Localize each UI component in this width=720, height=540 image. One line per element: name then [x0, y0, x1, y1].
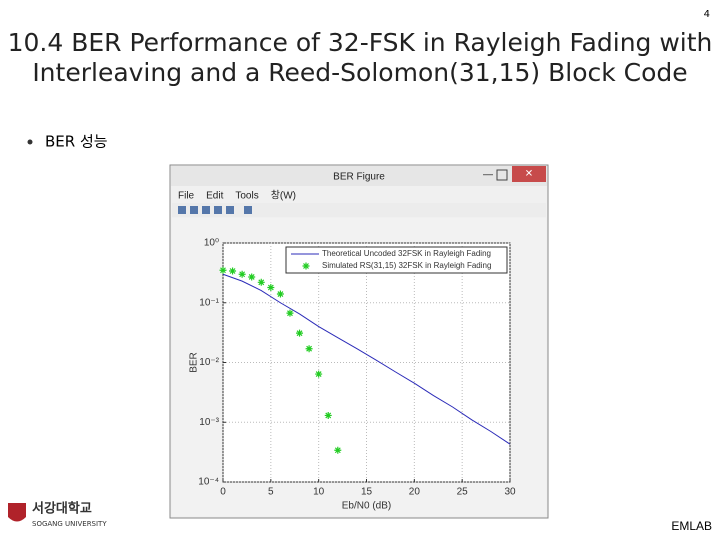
x-tick-label: 25	[457, 487, 469, 498]
y-tick-label: 10⁻²	[199, 357, 219, 368]
window-title: BER Figure	[333, 172, 385, 183]
plot: 0 5 10 15 20 25 30 10⁻⁴ 10⁻³ 10⁻² 10⁻¹ 10⁰ Eb/N0 (dB…	[189, 238, 516, 512]
footer: EMLAB	[671, 519, 712, 533]
marker	[296, 329, 304, 337]
minimize-button[interactable]: —	[483, 170, 493, 181]
legend-marker	[302, 262, 310, 270]
y-tick-label: 10⁻³	[199, 417, 219, 428]
menu-item[interactable]: File	[178, 191, 195, 202]
y-tick-label: 10⁰	[204, 238, 219, 249]
legend-box	[285, 246, 508, 274]
bullet-dot	[27, 139, 33, 145]
marker	[229, 267, 237, 275]
y-tick-label: 10⁻¹	[199, 297, 219, 308]
marker	[267, 283, 275, 291]
marker	[238, 270, 246, 278]
x-tick-label: 0	[220, 487, 226, 498]
menu-item[interactable]: Tools	[235, 191, 258, 202]
window-titlebar	[171, 166, 547, 186]
slide-title: Interleaving and a Reed-Solomon(31,15) B…	[32, 58, 687, 87]
logo-shield	[8, 503, 26, 522]
menu-bar: File Edit Tools 창(W)	[178, 190, 296, 202]
logo-sub: SOGANG UNIVERSITY	[32, 520, 107, 528]
close-icon: ✕	[525, 169, 533, 180]
logo-name: 서강대학교	[32, 501, 92, 517]
page-number: 4	[704, 9, 710, 20]
marker	[324, 411, 332, 419]
marker	[276, 290, 284, 298]
marker	[248, 273, 256, 281]
x-tick-label: 10	[313, 487, 325, 498]
menu-item[interactable]: 창(W)	[271, 190, 296, 202]
legend-label: Simulated RS(31,15) 32FSK in Rayleigh Fa…	[322, 261, 491, 270]
legend-label: Theoretical Uncoded 32FSK in Rayleigh Fa…	[322, 249, 491, 258]
close-button[interactable]	[512, 166, 546, 182]
toolbar-icons	[178, 206, 252, 214]
maximize-button[interactable]	[496, 169, 508, 181]
x-tick-label: 20	[409, 487, 421, 498]
slide-title: 10.4 BER Performance of 32-FSK in Raylei…	[8, 28, 713, 57]
marker	[334, 446, 342, 454]
marker	[219, 266, 227, 274]
x-tick-label: 5	[268, 487, 274, 498]
toolbar	[172, 203, 546, 217]
y-tick-label: 10⁻⁴	[198, 477, 219, 488]
bullet-text: BER 성능	[45, 133, 108, 151]
marker	[257, 278, 265, 286]
x-tick-label: 15	[361, 487, 373, 498]
y-axis-label: BER	[189, 352, 200, 373]
marker	[286, 309, 294, 317]
menu-item[interactable]: Edit	[206, 191, 223, 202]
marker	[315, 370, 323, 378]
x-axis-label: Eb/N0 (dB)	[342, 501, 391, 512]
x-tick-label: 30	[504, 487, 516, 498]
marker	[305, 345, 313, 353]
data-line	[222, 273, 511, 445]
